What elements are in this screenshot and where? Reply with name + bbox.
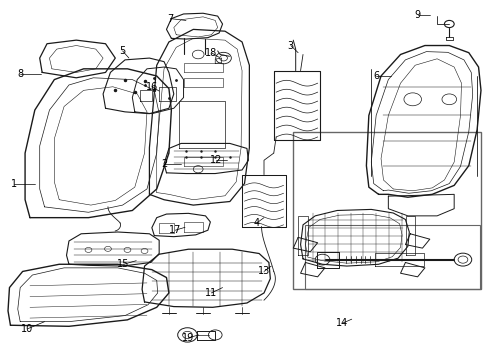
Text: 12: 12 [210, 155, 222, 165]
Text: 8: 8 [17, 69, 23, 79]
Text: 10: 10 [21, 324, 34, 334]
Text: 3: 3 [287, 41, 293, 50]
Text: 7: 7 [167, 14, 173, 24]
Bar [305, 225, 479, 289]
Text: 17: 17 [169, 225, 181, 235]
Text: 9: 9 [414, 10, 420, 20]
Text: 6: 6 [372, 71, 378, 81]
Text: 11: 11 [205, 288, 217, 298]
Text: 18: 18 [205, 48, 217, 58]
Text: 1: 1 [11, 179, 18, 189]
Text: 14: 14 [335, 319, 347, 328]
Text: 5: 5 [119, 46, 125, 56]
Text: 2: 2 [161, 159, 167, 169]
Text: 13: 13 [257, 266, 269, 276]
Text: 4: 4 [253, 218, 259, 228]
Text: 19: 19 [182, 333, 194, 343]
Bar [293, 132, 480, 289]
Text: 15: 15 [117, 259, 129, 269]
Text: 16: 16 [145, 82, 158, 92]
